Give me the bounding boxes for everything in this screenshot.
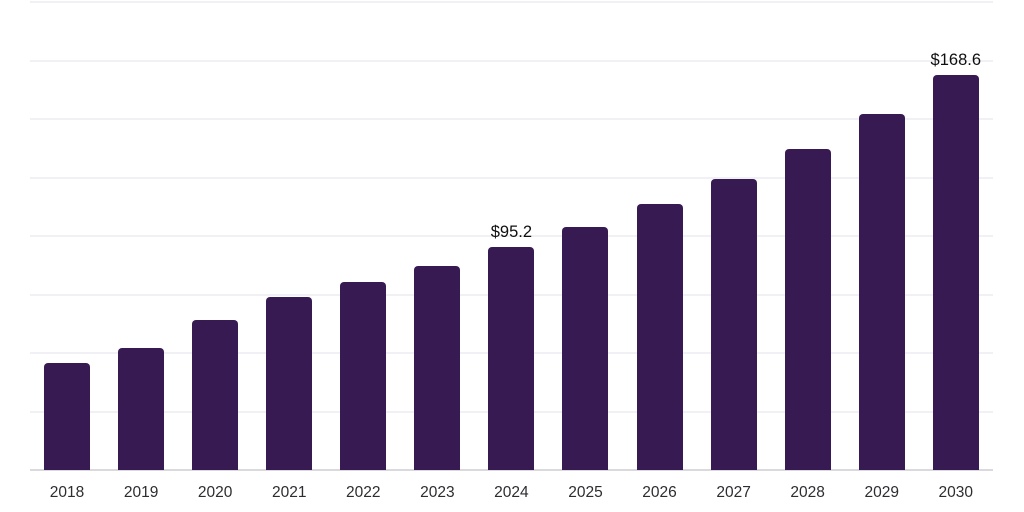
bar-slot-2018 (44, 2, 91, 470)
bar-2019[interactable] (118, 348, 165, 470)
bar-slot-2019 (118, 2, 165, 470)
bar-slot-2025 (562, 2, 609, 470)
x-tick-2030: 2030 (938, 484, 974, 502)
x-tick-2018: 2018 (49, 484, 85, 502)
x-tick-2026: 2026 (642, 484, 677, 502)
bar-2022[interactable] (340, 281, 387, 470)
bar-2024[interactable] (488, 247, 535, 470)
x-tick-2024: 2024 (494, 484, 529, 502)
bar-2021[interactable] (266, 296, 313, 470)
x-tick-2020: 2020 (197, 484, 233, 502)
data-label-2024: $95.2 (490, 222, 533, 241)
bar-2023[interactable] (414, 265, 461, 470)
bar-slot-2020 (192, 2, 239, 470)
bar-series: $95.2 $168.6 (30, 2, 993, 470)
data-label-2030: $168.6 (930, 50, 982, 69)
bar-2020[interactable] (192, 320, 239, 470)
bar-2018[interactable] (44, 363, 91, 470)
x-axis-baseline (30, 469, 993, 471)
gridline (30, 176, 993, 179)
x-tick-2028: 2028 (790, 484, 825, 502)
bar-slot-2024: $95.2 (488, 2, 535, 470)
bar-2026[interactable] (636, 203, 683, 470)
x-tick-2021: 2021 (271, 484, 307, 502)
bar-slot-2026 (636, 2, 683, 470)
x-axis: 2018 2019 2020 2021 2022 2023 2024 2025 2026 2027… (30, 481, 993, 505)
gridline (30, 1, 993, 3)
bar-slot-2029 (858, 2, 905, 470)
bar-2027[interactable] (710, 178, 757, 470)
bar-slot-2022 (340, 2, 387, 470)
bar-slot-2023 (414, 2, 461, 470)
bar-slot-2028 (784, 2, 831, 470)
gridline (30, 118, 993, 120)
bar-slot-2027 (710, 2, 757, 470)
gridline (30, 235, 993, 237)
bar-2028[interactable] (784, 148, 831, 470)
x-tick-2023: 2023 (420, 484, 455, 502)
bar-slot-2021 (266, 2, 313, 470)
x-tick-2029: 2029 (864, 484, 899, 502)
x-tick-2025: 2025 (568, 484, 603, 502)
chart-plot-area: $95.2 $168.6 (30, 1, 993, 471)
gridline (30, 59, 993, 62)
x-tick-2019: 2019 (123, 484, 159, 502)
bar-2025[interactable] (562, 226, 609, 470)
x-tick-2022: 2022 (346, 484, 381, 502)
x-tick-2027: 2027 (716, 484, 751, 502)
bar-slot-2030: $168.6 (930, 2, 982, 470)
bar-2029[interactable] (858, 114, 905, 470)
bar-2030[interactable] (932, 75, 979, 470)
